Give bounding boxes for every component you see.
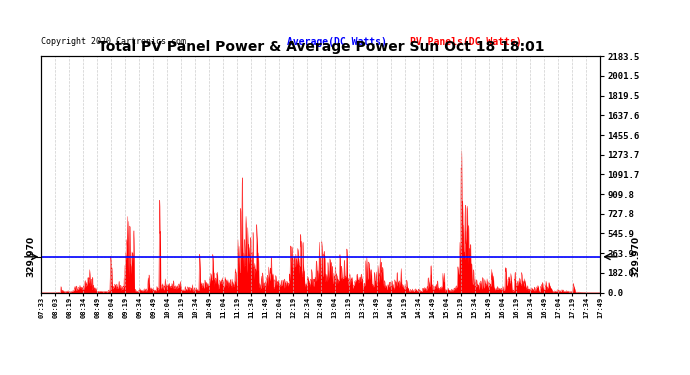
Text: Copyright 2020 Cartronics.com: Copyright 2020 Cartronics.com bbox=[41, 38, 186, 46]
Text: 329.970: 329.970 bbox=[631, 236, 640, 278]
Text: 329.970: 329.970 bbox=[27, 236, 36, 278]
Text: PV Panels(DC Watts): PV Panels(DC Watts) bbox=[411, 38, 522, 47]
Title: Total PV Panel Power & Average Power Sun Oct 18 18:01: Total PV Panel Power & Average Power Sun… bbox=[97, 40, 544, 54]
Text: Average(DC Watts): Average(DC Watts) bbox=[287, 38, 387, 47]
